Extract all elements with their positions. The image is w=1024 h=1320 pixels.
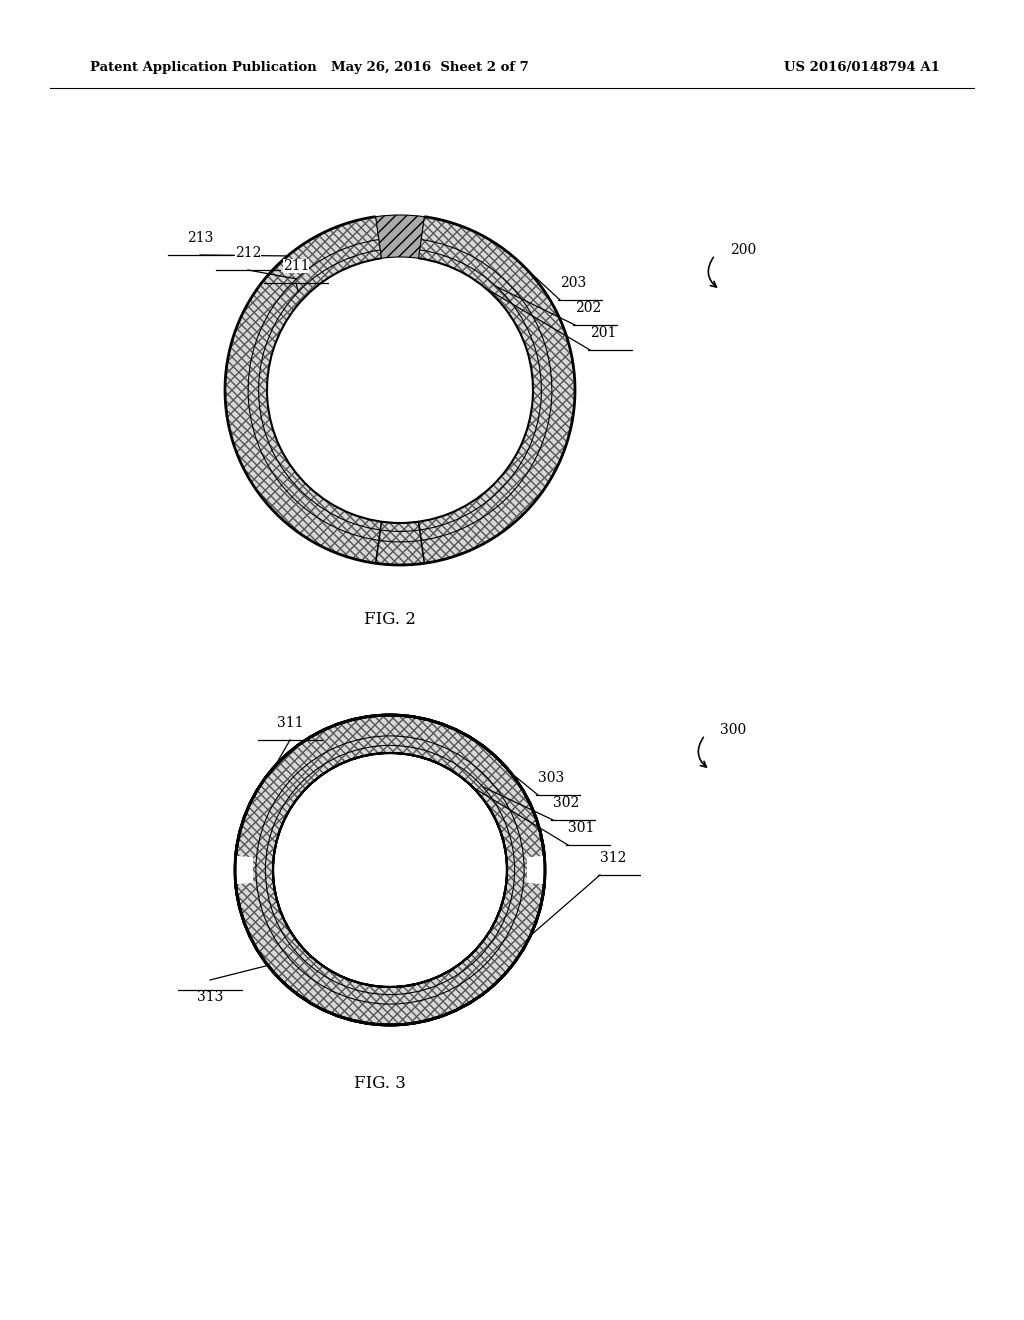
Text: 300: 300 — [720, 723, 746, 737]
Circle shape — [273, 752, 507, 987]
Wedge shape — [234, 715, 545, 1026]
Text: 211: 211 — [283, 259, 309, 273]
Wedge shape — [225, 216, 575, 565]
Text: 312: 312 — [600, 851, 627, 865]
Text: 201: 201 — [590, 326, 616, 341]
Text: 302: 302 — [553, 796, 580, 810]
Text: 313: 313 — [197, 990, 223, 1005]
Text: FIG. 3: FIG. 3 — [354, 1074, 406, 1092]
Text: 200: 200 — [730, 243, 757, 257]
Text: US 2016/0148794 A1: US 2016/0148794 A1 — [784, 62, 940, 74]
Text: Patent Application Publication: Patent Application Publication — [90, 62, 316, 74]
Text: 303: 303 — [538, 771, 564, 785]
Text: 311: 311 — [276, 715, 303, 730]
Text: 202: 202 — [575, 301, 601, 315]
Text: 212: 212 — [234, 246, 261, 260]
Wedge shape — [527, 859, 547, 880]
Text: 301: 301 — [568, 821, 594, 836]
Text: 203: 203 — [560, 276, 587, 290]
Text: May 26, 2016  Sheet 2 of 7: May 26, 2016 Sheet 2 of 7 — [331, 62, 528, 74]
Wedge shape — [232, 857, 253, 884]
Text: FIG. 2: FIG. 2 — [365, 611, 416, 628]
Circle shape — [267, 257, 534, 523]
Text: 213: 213 — [186, 231, 213, 246]
Wedge shape — [376, 215, 424, 259]
Wedge shape — [527, 857, 548, 884]
